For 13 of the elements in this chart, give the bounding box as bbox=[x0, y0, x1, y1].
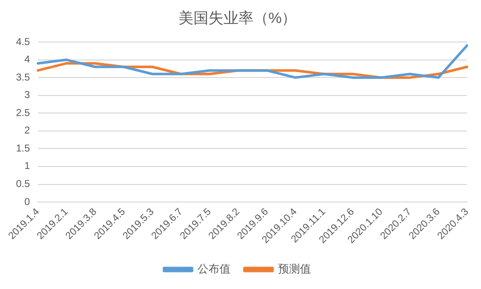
y-tick-label: 4.5 bbox=[16, 36, 30, 48]
legend-label: 预测值 bbox=[278, 264, 311, 276]
y-tick-label: 2.5 bbox=[16, 108, 30, 119]
y-tick-label: 4 bbox=[24, 54, 30, 66]
y-tick-label: 0 bbox=[24, 196, 30, 208]
y-tick-label: 1.5 bbox=[16, 143, 30, 154]
y-tick-label: 1 bbox=[24, 161, 30, 172]
y-tick-label: 2 bbox=[24, 126, 30, 137]
y-tick-label: 3 bbox=[24, 90, 30, 102]
y-tick-label: 0.5 bbox=[16, 179, 30, 190]
y-tick-label: 3.5 bbox=[16, 72, 30, 84]
legend-label: 公布值 bbox=[198, 264, 230, 276]
chart-title: 美国失业率（%） bbox=[178, 10, 297, 28]
